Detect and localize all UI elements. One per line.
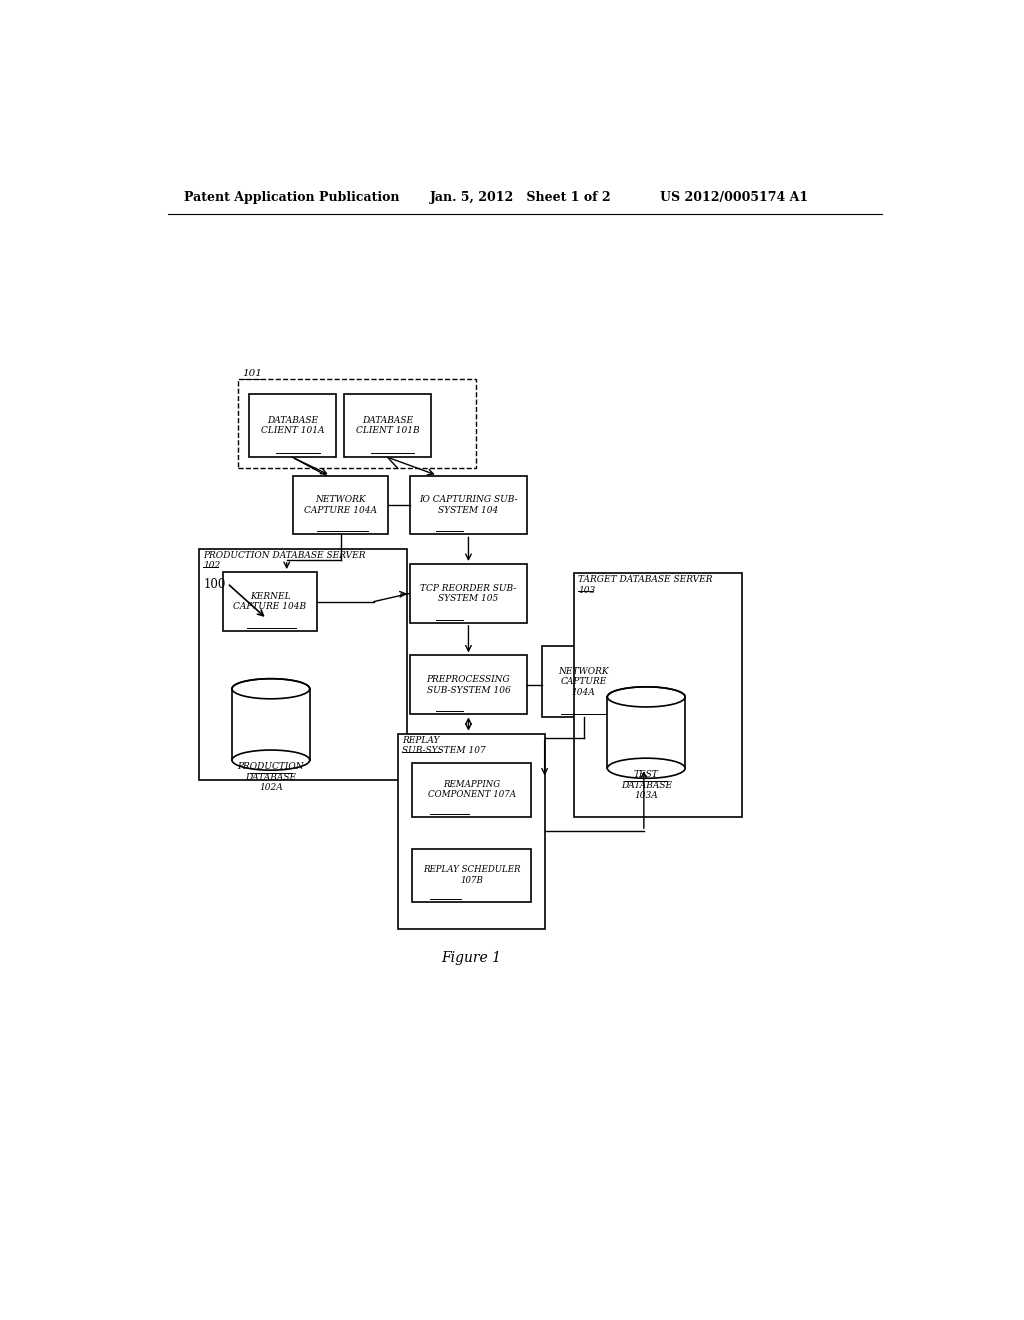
Text: IO CAPTURING SUB-
SYSTEM 104: IO CAPTURING SUB- SYSTEM 104 — [419, 495, 518, 515]
Text: NETWORK
CAPTURE
104A: NETWORK CAPTURE 104A — [558, 667, 609, 697]
Bar — [410, 564, 527, 623]
Bar — [543, 647, 626, 718]
Text: REPLAY
SUB-SYSTEM 107: REPLAY SUB-SYSTEM 107 — [401, 735, 485, 755]
Text: Jan. 5, 2012   Sheet 1 of 2: Jan. 5, 2012 Sheet 1 of 2 — [430, 191, 611, 203]
Bar — [223, 572, 316, 631]
Text: PRODUCTION DATABASE SERVER
102: PRODUCTION DATABASE SERVER 102 — [204, 550, 366, 570]
Text: KERNEL
CAPTURE 104B: KERNEL CAPTURE 104B — [233, 591, 306, 611]
Bar — [397, 734, 545, 929]
Ellipse shape — [607, 758, 685, 779]
Text: REPLAY SCHEDULER
107B: REPLAY SCHEDULER 107B — [423, 866, 520, 884]
Text: DATABASE
CLIENT 101B: DATABASE CLIENT 101B — [355, 416, 419, 436]
Text: Figure 1: Figure 1 — [441, 952, 501, 965]
Ellipse shape — [232, 678, 309, 698]
Bar — [412, 849, 531, 903]
Text: PRODUCTION
DATABASE
102A: PRODUCTION DATABASE 102A — [238, 762, 304, 792]
Text: TARGET DATABASE SERVER
103: TARGET DATABASE SERVER 103 — [578, 576, 713, 594]
Ellipse shape — [607, 686, 685, 708]
Text: PREPROCESSING
SUB-SYSTEM 106: PREPROCESSING SUB-SYSTEM 106 — [427, 676, 510, 694]
Bar — [249, 395, 336, 457]
Text: 100: 100 — [204, 578, 225, 591]
Bar — [293, 475, 388, 535]
Text: 101: 101 — [243, 370, 262, 378]
Bar — [412, 763, 531, 817]
Ellipse shape — [232, 750, 309, 770]
Text: TCP REORDER SUB-
SYSTEM 105: TCP REORDER SUB- SYSTEM 105 — [420, 583, 516, 603]
Bar — [200, 549, 408, 780]
Text: NETWORK
CAPTURE 104A: NETWORK CAPTURE 104A — [304, 495, 377, 515]
Bar — [410, 656, 527, 714]
Text: TEST
DATABASE
103A: TEST DATABASE 103A — [621, 771, 672, 800]
Bar — [410, 475, 527, 535]
Text: US 2012/0005174 A1: US 2012/0005174 A1 — [659, 191, 808, 203]
Text: REMAPPING
COMPONENT 107A: REMAPPING COMPONENT 107A — [428, 780, 516, 800]
Text: DATABASE
CLIENT 101A: DATABASE CLIENT 101A — [260, 416, 324, 436]
Bar — [344, 395, 431, 457]
Bar — [232, 689, 309, 760]
Bar — [238, 379, 475, 469]
Bar — [607, 697, 685, 768]
Text: Patent Application Publication: Patent Application Publication — [183, 191, 399, 203]
Bar — [574, 573, 742, 817]
